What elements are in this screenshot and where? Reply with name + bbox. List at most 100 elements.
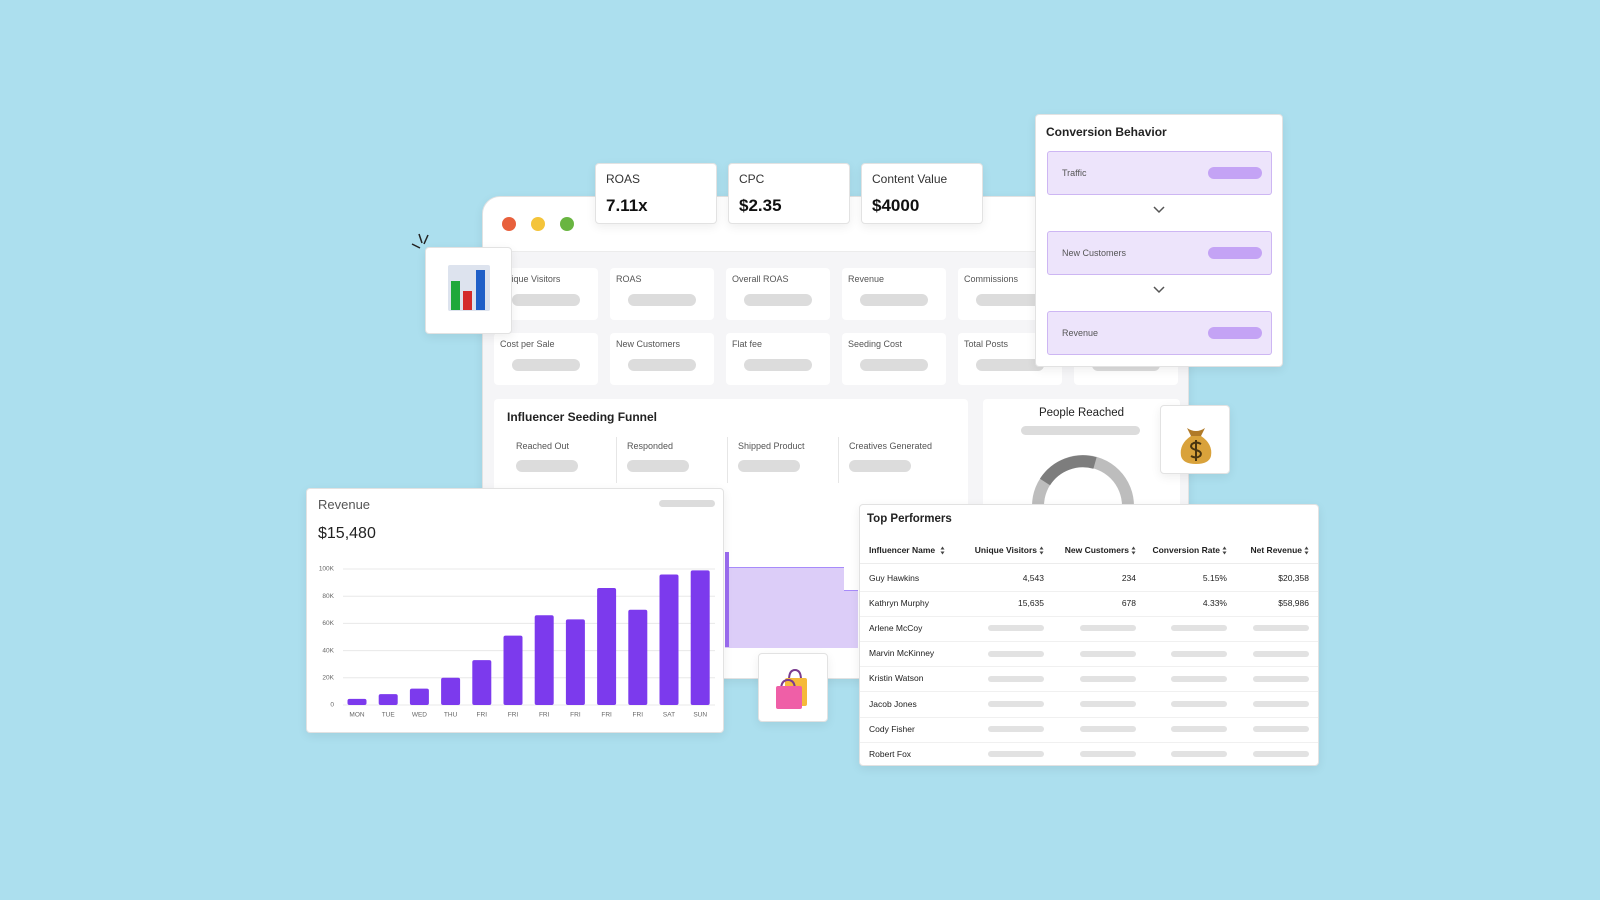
placeholder-bar bbox=[1080, 625, 1136, 632]
bar bbox=[659, 574, 679, 705]
row-divider bbox=[860, 640, 1318, 642]
bar bbox=[347, 698, 367, 705]
y-tick-label: 0 bbox=[330, 702, 334, 709]
bar bbox=[565, 619, 585, 705]
cell-text: Robert Fox bbox=[869, 748, 912, 759]
bar bbox=[441, 677, 461, 705]
placeholder-bar bbox=[860, 359, 928, 371]
chart-icon bbox=[448, 265, 490, 311]
cell-text: 234 bbox=[1121, 572, 1136, 583]
funnel-area bbox=[844, 590, 858, 648]
sparkle bbox=[411, 233, 429, 249]
icon-bar bbox=[476, 270, 485, 310]
chevron bbox=[1153, 206, 1165, 214]
chevron-path bbox=[1153, 206, 1165, 214]
panel-title: Influencer Seeding Funnel bbox=[507, 410, 658, 424]
metric-label: Total Posts bbox=[964, 339, 1009, 349]
divider bbox=[616, 437, 617, 483]
kpi-value: $2.35 bbox=[739, 196, 782, 215]
row-divider bbox=[860, 716, 1318, 718]
metric-cell: Overall ROAS bbox=[726, 268, 830, 320]
y-tick-label: 80K bbox=[322, 593, 334, 600]
column-header: Conversion Rate bbox=[1152, 545, 1220, 555]
placeholder-bar bbox=[1171, 751, 1227, 758]
cell-text: 15,635 bbox=[1018, 597, 1044, 608]
x-tick-label: FRI bbox=[633, 712, 644, 719]
cell-text: Jacob Jones bbox=[869, 698, 917, 709]
metric-cell: Cost per Sale bbox=[494, 333, 598, 385]
kpi-value: $4000 bbox=[872, 196, 920, 215]
sort-arrows bbox=[1222, 546, 1227, 555]
y-tick-label: 40K bbox=[322, 647, 334, 654]
icon-bar bbox=[451, 281, 460, 310]
window-controls bbox=[502, 217, 574, 231]
placeholder-bar bbox=[1080, 726, 1136, 733]
funnel-edge bbox=[725, 552, 729, 647]
x-tick-label: FRI bbox=[508, 712, 519, 719]
y-tick-label: 20K bbox=[322, 675, 334, 682]
metric-label: ROAS bbox=[616, 274, 642, 284]
step-pill bbox=[1208, 247, 1262, 259]
metric-label: Commissions bbox=[964, 274, 1019, 284]
x-tick-label: SAT bbox=[663, 712, 675, 719]
x-tick-label: WED bbox=[412, 712, 427, 719]
placeholder-bar bbox=[849, 460, 911, 472]
placeholder-bar bbox=[738, 460, 800, 472]
placeholder-bar bbox=[988, 675, 1044, 682]
metric-cell: Seeding Cost bbox=[842, 333, 946, 385]
placeholder-bar bbox=[1171, 625, 1227, 632]
metric-cell: Flat fee bbox=[726, 333, 830, 385]
placeholder-bar bbox=[659, 500, 715, 507]
bar bbox=[690, 570, 710, 705]
cell-text: Kristin Watson bbox=[869, 673, 924, 684]
donut-segment bbox=[1039, 455, 1097, 486]
conversion-step: New Customers bbox=[1047, 231, 1272, 275]
funnel-stage-label: Reached Out bbox=[516, 441, 570, 451]
card-title: Top Performers bbox=[867, 513, 952, 525]
y-tick-label: 60K bbox=[322, 620, 334, 627]
placeholder-bar bbox=[988, 650, 1044, 657]
cell-text: 678 bbox=[1121, 597, 1136, 608]
cell-text: Kathryn Murphy bbox=[869, 597, 929, 608]
metric-label: Revenue bbox=[848, 274, 885, 284]
conversion-card: Conversion Behavior Traffic New Customers… bbox=[1035, 114, 1283, 367]
metric-label: Cost per Sale bbox=[500, 339, 555, 349]
cell-text: 5.15% bbox=[1202, 572, 1227, 583]
row-divider bbox=[860, 741, 1318, 743]
sort-icon bbox=[1304, 546, 1309, 555]
funnel-area bbox=[725, 567, 844, 648]
x-tick-label: FRI bbox=[477, 712, 488, 719]
conversion-step: Traffic bbox=[1047, 151, 1272, 195]
sparkle-line bbox=[423, 234, 429, 245]
cell-text: Marvin McKinney bbox=[869, 648, 935, 659]
placeholder-bar bbox=[628, 359, 696, 371]
bag-icon-card bbox=[758, 653, 828, 722]
cell-text: 4.33% bbox=[1202, 597, 1227, 608]
row-divider bbox=[860, 691, 1318, 693]
sparkle-line bbox=[418, 233, 423, 244]
chevron-path bbox=[1153, 286, 1165, 294]
x-tick-label: TUE bbox=[382, 712, 396, 719]
sort-icon bbox=[940, 546, 945, 555]
minimize-dot bbox=[531, 217, 545, 231]
revenue-total: $15,480 bbox=[318, 525, 376, 542]
cell-text: Arlene McCoy bbox=[869, 622, 923, 633]
money-icon-card bbox=[1160, 405, 1230, 474]
bag-front bbox=[776, 686, 802, 709]
kpi-card: Content Value $4000 bbox=[861, 163, 983, 224]
revenue-chart: 0 20K 40K 60K 80K 100K MON TUE WED THU FRI FRI FRI FR… bbox=[319, 566, 715, 719]
placeholder-bar bbox=[988, 751, 1044, 758]
conversion-step: Revenue bbox=[1047, 311, 1272, 355]
bar bbox=[409, 688, 429, 705]
x-tick-label: FRI bbox=[570, 712, 581, 719]
metric-cell: New Customers bbox=[610, 333, 714, 385]
placeholder-bar bbox=[1253, 675, 1309, 682]
icon-bar bbox=[463, 291, 472, 310]
chart-icon-card bbox=[425, 247, 512, 334]
row-divider bbox=[860, 666, 1318, 668]
sort-icon bbox=[1131, 546, 1136, 555]
column-header: New Customers bbox=[1064, 545, 1129, 555]
placeholder-bar bbox=[1171, 650, 1227, 657]
x-tick-label: FRI bbox=[601, 712, 612, 719]
